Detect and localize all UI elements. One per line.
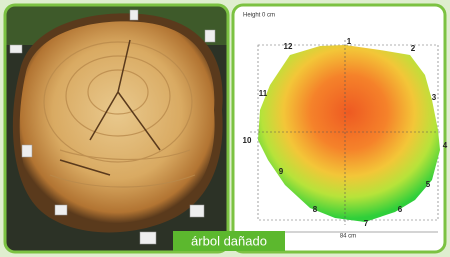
sensor-label: 8 (313, 205, 318, 214)
sensor-label: 9 (279, 167, 284, 176)
sensor-label: 11 (259, 89, 268, 98)
sensor-label: 1 (347, 37, 352, 46)
sensor-label: 2 (411, 44, 416, 53)
sensor-label: 3 (432, 93, 437, 102)
width-label: 84 cm (340, 234, 356, 240)
sensor-label: 7 (364, 219, 369, 228)
sensor-label: 6 (398, 205, 403, 214)
sensor-label: 5 (426, 180, 431, 189)
stump-photo (5, 5, 228, 252)
figure: Height 0 cm 84 cm 123456789101112 árbol … (0, 0, 450, 257)
sensor-label: 4 (443, 141, 448, 150)
page: Height 0 cm 84 cm 123456789101112 árbol … (0, 0, 450, 257)
height-label: Height 0 cm (243, 13, 275, 19)
sensor-label: 10 (243, 136, 252, 145)
caption: árbol dañado (191, 233, 267, 248)
sensor-label: 12 (284, 42, 293, 51)
